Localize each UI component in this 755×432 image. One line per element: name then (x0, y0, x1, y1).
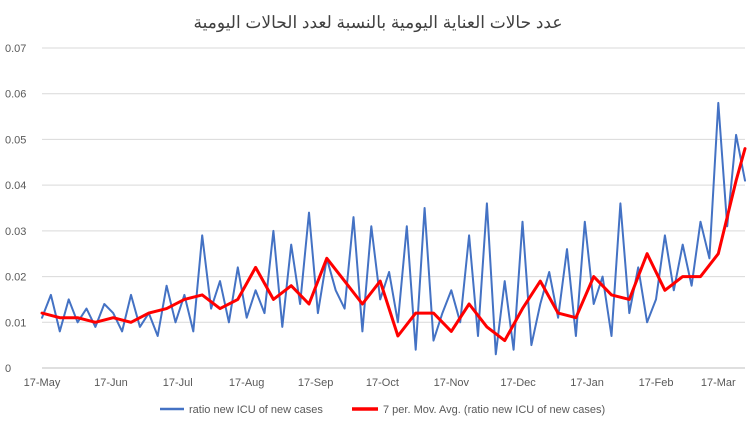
x-tick-label: 17-Mar (701, 377, 736, 389)
x-tick-label: 17-Dec (500, 377, 536, 389)
y-tick-label: 0 (5, 363, 11, 375)
series-group (40, 101, 747, 356)
x-tick-label: 17-Nov (434, 377, 470, 389)
y-tick-label: 0.01 (5, 317, 26, 329)
x-tick-label: 17-Jan (570, 377, 604, 389)
x-axis: 17-May 17-Jun 17-Jul 17-Aug 17-Sep 17-Oct 17-N… (24, 377, 736, 389)
series-line-ratio (41, 101, 746, 356)
legend-item-ratio: ratio new ICU of new cases (160, 404, 323, 416)
x-tick-label: 17-Feb (639, 377, 674, 389)
y-tick-label: 0.07 (5, 43, 26, 55)
x-tick-label: 17-Sep (298, 377, 333, 389)
x-tick-label: 17-May (24, 377, 61, 389)
legend-item-moving-average: 7 per. Mov. Avg. (ratio new ICU of new c… (352, 404, 605, 416)
y-tick-label: 0.02 (5, 272, 26, 284)
legend-label: ratio new ICU of new cases (189, 404, 323, 416)
x-tick-label: 17-Aug (229, 377, 264, 389)
x-tick-label: 17-Jul (163, 377, 193, 389)
chart-title: عدد حالات العناية اليومية بالنسبة لعدد ا… (194, 13, 563, 33)
y-tick-label: 0.04 (5, 180, 26, 192)
y-tick-label: 0.03 (5, 226, 26, 238)
legend: ratio new ICU of new cases 7 per. Mov. Av… (160, 404, 605, 416)
y-axis: 0 0.01 0.02 0.03 0.04 0.05 0.06 0.07 (5, 43, 26, 375)
x-tick-label: 17-Oct (366, 377, 399, 389)
legend-label: 7 per. Mov. Avg. (ratio new ICU of new c… (383, 404, 605, 416)
series-line-moving-average (40, 147, 747, 343)
y-tick-label: 0.05 (5, 134, 26, 146)
y-tick-label: 0.06 (5, 89, 26, 101)
x-tick-label: 17-Jun (94, 377, 128, 389)
